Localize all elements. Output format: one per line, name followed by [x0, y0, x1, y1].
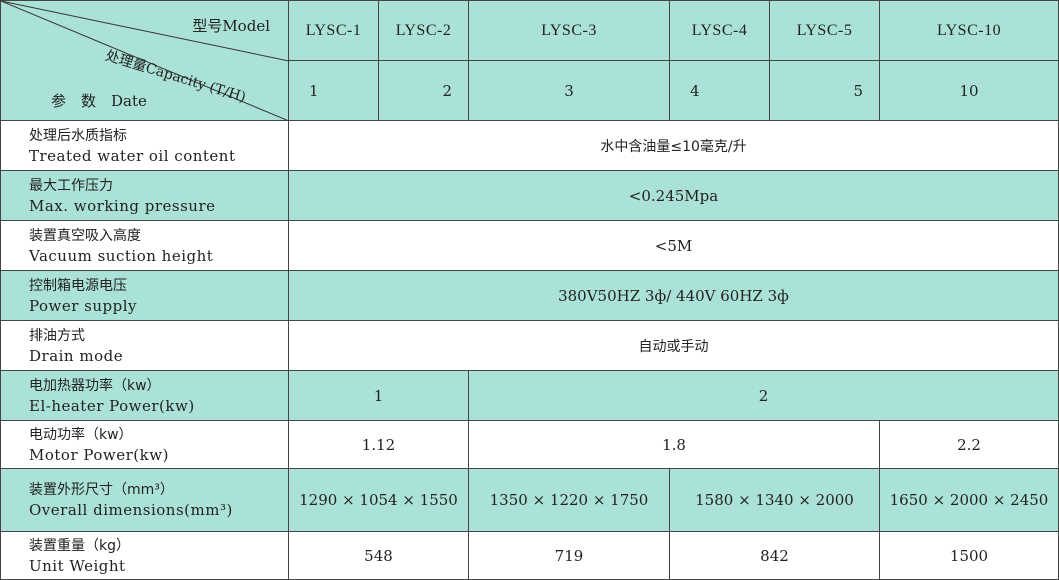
value-cell: 2 [468, 370, 1059, 421]
table-row: 装置外形尺寸（mm³） Overall dimensions(mm³) 1290 … [0, 468, 1059, 532]
model-lysc-5: LYSC-5 [769, 0, 880, 61]
capacity-cell: 3 [468, 60, 670, 121]
model-lysc-2: LYSC-2 [378, 0, 469, 61]
label-en: Drain mode [29, 346, 124, 365]
model-label: 型号Model [192, 17, 270, 35]
value-cell: <5M [288, 220, 1059, 271]
value-cell: 1580 × 1340 × 2000 [669, 468, 880, 532]
label-en: Power supply [29, 296, 138, 315]
value-cell: 自动或手动 [288, 320, 1059, 371]
row-label: 装置外形尺寸（mm³） Overall dimensions(mm³) [0, 468, 289, 532]
label-en: Unit Weight [29, 556, 126, 575]
label-en: El-heater Power(kw) [29, 396, 195, 415]
label-en: Overall dimensions(mm³) [29, 501, 233, 519]
model-row: 型号Model 处理量Capacity (T/H) 参 数 Date LYSC-… [0, 0, 1059, 121]
value-cell: 1290 × 1054 × 1550 [288, 468, 469, 532]
row-label: 控制箱电源电压 Power supply [0, 270, 289, 321]
label-cn: 装置重量（kg） [29, 537, 130, 554]
diagonal-lines [1, 1, 289, 121]
label-cn: 最大工作压力 [29, 177, 113, 194]
diagonal-header-cell: 型号Model 处理量Capacity (T/H) 参 数 Date [0, 0, 289, 121]
value-cell: 1 [288, 370, 469, 421]
capacity-cell: 2 [378, 60, 469, 121]
model-lysc-1: LYSC-1 [288, 0, 379, 61]
label-cn: 电加热器功率（kw） [29, 377, 161, 394]
table-row: 处理后水质指标 Treated water oil content 水中含油量≤1… [0, 120, 1059, 171]
row-label: 装置重量（kg） Unit Weight [0, 531, 289, 580]
row-label: 装置真空吸入高度 Vacuum suction height [0, 220, 289, 271]
param-label: 参 数 Date [51, 92, 147, 110]
model-lysc-3: LYSC-3 [468, 0, 670, 61]
capacity-cell: 5 [769, 60, 880, 121]
capacity-cell: 10 [879, 60, 1059, 121]
capacity-cell: 4 [669, 60, 770, 121]
value-cell: 842 [669, 531, 880, 580]
label-en: Vacuum suction height [29, 246, 214, 265]
value-cell: 1.8 [468, 420, 880, 469]
row-label: 处理后水质指标 Treated water oil content [0, 120, 289, 171]
value-cell: 2.2 [879, 420, 1059, 469]
row-label: 最大工作压力 Max. working pressure [0, 170, 289, 221]
value-cell: 水中含油量≤10毫克/升 [288, 120, 1059, 171]
table-row: 排油方式 Drain mode 自动或手动 [0, 320, 1059, 371]
label-en: Max. working pressure [29, 196, 216, 215]
label-cn: 装置真空吸入高度 [29, 227, 141, 244]
row-label: 电动功率（kw） Motor Power(kw) [0, 420, 289, 469]
label-cn: 控制箱电源电压 [29, 277, 127, 294]
model-lysc-10: LYSC-10 [879, 0, 1059, 61]
value-cell: 1350 × 1220 × 1750 [468, 468, 670, 532]
label-cn: 排油方式 [29, 327, 85, 344]
label-cn: 电动功率（kw） [29, 426, 133, 443]
value-cell: 380V50HZ 3ф/ 440V 60HZ 3ф [288, 270, 1059, 321]
label-en: Treated water oil content [29, 146, 236, 165]
table-row: 装置真空吸入高度 Vacuum suction height <5M [0, 220, 1059, 271]
value-cell: 1650 × 2000 × 2450 [879, 468, 1059, 532]
table-row: 电动功率（kw） Motor Power(kw) 1.12 1.8 2.2 [0, 420, 1059, 469]
label-cn: 处理后水质指标 [29, 127, 127, 144]
value-cell: <0.245Mpa [288, 170, 1059, 221]
model-lysc-4: LYSC-4 [669, 0, 770, 61]
value-cell: 719 [468, 531, 670, 580]
table-row: 最大工作压力 Max. working pressure <0.245Mpa [0, 170, 1059, 221]
value-cell: 548 [288, 531, 469, 580]
value-cell: 1.12 [288, 420, 469, 469]
value-cell: 1500 [879, 531, 1059, 580]
label-en: Motor Power(kw) [29, 445, 169, 464]
label-cn: 装置外形尺寸（mm³） [29, 482, 174, 498]
row-label: 电加热器功率（kw） El-heater Power(kw) [0, 370, 289, 421]
table-row: 装置重量（kg） Unit Weight 548 719 842 1500 [0, 531, 1059, 580]
capacity-cell: 1 [288, 60, 379, 121]
row-label: 排油方式 Drain mode [0, 320, 289, 371]
table-row: 控制箱电源电压 Power supply 380V50HZ 3ф/ 440V 60… [0, 270, 1059, 321]
table-row: 电加热器功率（kw） El-heater Power(kw) 1 2 [0, 370, 1059, 421]
